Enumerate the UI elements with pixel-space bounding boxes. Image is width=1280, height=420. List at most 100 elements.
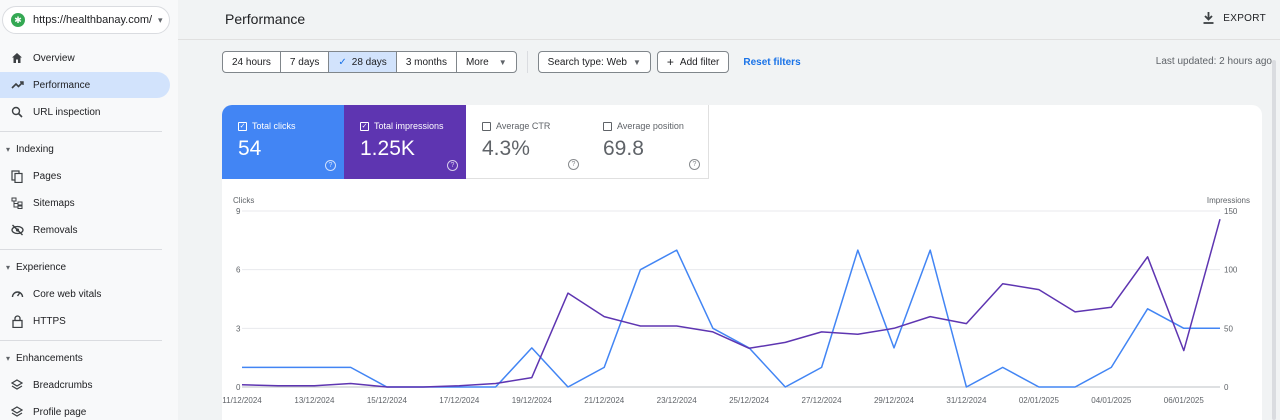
range-label: 3 months <box>405 56 447 68</box>
property-selector[interactable]: ✱ https://healthbanay.com/ ▾ <box>2 6 170 34</box>
layers-icon <box>10 378 24 392</box>
sidebar-item-profile-page[interactable]: Profile page <box>0 399 170 420</box>
gauge-icon <box>10 287 24 301</box>
range-label: 7 days <box>289 56 320 68</box>
help-icon[interactable]: ? <box>325 160 336 171</box>
home-icon <box>10 51 24 65</box>
check-icon: ✓ <box>338 56 347 68</box>
metric-average-ctr[interactable]: Average CTR 4.3% ? <box>466 105 588 179</box>
sidebar-item-https[interactable]: HTTPS <box>0 308 170 334</box>
x-tick-label: 19/12/2024 <box>512 396 553 405</box>
section-indexing[interactable]: ▾ Indexing <box>6 144 54 155</box>
sidebar-item-label: Sitemaps <box>33 197 75 209</box>
x-tick-label: 15/12/2024 <box>367 396 408 405</box>
add-filter-button[interactable]: + Add filter <box>656 51 730 73</box>
x-tick-label: 13/12/2024 <box>294 396 335 405</box>
lock-icon <box>10 314 24 328</box>
sidebar-item-url-inspection[interactable]: URL inspection <box>0 99 170 125</box>
section-label: Experience <box>16 262 67 273</box>
range-28-days[interactable]: ✓ 28 days <box>329 52 397 72</box>
x-tick-label: 02/01/2025 <box>1019 396 1060 405</box>
checkbox-checked-icon: ✓ <box>360 121 369 131</box>
sidebar-item-label: Performance <box>33 79 91 91</box>
expand-icon: ▾ <box>6 263 11 272</box>
sidebar-item-overview[interactable]: Overview <box>0 45 170 71</box>
x-tick-label: 06/01/2025 <box>1164 396 1205 405</box>
metric-value: 4.3% <box>482 137 530 160</box>
checkbox-checked-icon: ✓ <box>238 121 247 131</box>
sidebar-item-sitemaps[interactable]: Sitemaps <box>0 190 170 216</box>
expand-icon: ▾ <box>6 354 11 363</box>
metric-total-clicks[interactable]: ✓ Total clicks 54 ? <box>222 105 344 179</box>
checkbox-unchecked-icon <box>482 121 491 131</box>
metric-total-impressions[interactable]: ✓ Total impressions 1.25K ? <box>344 105 466 179</box>
left-tick-label: 9 <box>236 207 241 216</box>
sidebar-item-core-web-vitals[interactable]: Core web vitals <box>0 281 170 307</box>
sidebar-item-breadcrumbs[interactable]: Breadcrumbs <box>0 372 170 398</box>
add-filter-label: Add filter <box>679 56 720 68</box>
sidebar-item-label: URL inspection <box>33 106 101 118</box>
chevron-down-icon: ▾ <box>158 14 163 25</box>
search-icon <box>10 105 24 119</box>
dropdown-arrow-icon: ▼ <box>632 57 641 67</box>
section-experience[interactable]: ▾ Experience <box>6 262 66 273</box>
sidebar-item-label: Overview <box>33 52 75 64</box>
x-tick-label: 21/12/2024 <box>584 396 625 405</box>
x-tick-label: 29/12/2024 <box>874 396 915 405</box>
series-line-impressions <box>241 219 1221 388</box>
left-tick-label: 0 <box>236 383 241 392</box>
x-tick-label: 11/12/2024 <box>222 396 262 405</box>
series-line-clicks <box>242 249 1220 388</box>
plus-icon: + <box>666 55 674 69</box>
range-label: 28 days <box>351 56 387 68</box>
sitemap-icon <box>10 196 24 210</box>
sidebar: ✱ https://healthbanay.com/ ▾ Overview Pe… <box>0 0 178 420</box>
dropdown-arrow-icon: ▼ <box>498 57 507 67</box>
trending-up-icon <box>10 78 24 92</box>
download-icon <box>1203 12 1214 24</box>
sidebar-divider <box>0 340 162 341</box>
last-updated: Last updated: 2 hours ago <box>1155 56 1272 67</box>
range-3-months[interactable]: 3 months <box>397 52 457 72</box>
range-24-hours[interactable]: 24 hours <box>223 52 281 72</box>
x-tick-label: 04/01/2025 <box>1091 396 1132 405</box>
reset-filters-link[interactable]: Reset filters <box>743 56 801 68</box>
performance-card: ✓ Total clicks 54 ? ✓ Total impressions 1.… <box>222 105 1262 420</box>
sidebar-item-label: Removals <box>33 224 78 236</box>
toolbar-separator <box>526 51 528 73</box>
range-more[interactable]: More ▼ <box>457 52 516 72</box>
layers-icon <box>10 405 24 419</box>
sidebar-item-performance[interactable]: Performance <box>0 72 170 98</box>
section-enhancements[interactable]: ▾ Enhancements <box>6 353 83 364</box>
range-7-days[interactable]: 7 days <box>281 52 330 72</box>
filter-toolbar: 24 hours 7 days ✓ 28 days 3 months More ▼ … <box>222 51 801 73</box>
help-icon[interactable]: ? <box>447 160 458 171</box>
sidebar-item-removals[interactable]: Removals <box>0 217 170 243</box>
right-axis-title: Impressions <box>1207 196 1250 205</box>
sidebar-divider <box>0 249 162 250</box>
sidebar-item-label: HTTPS <box>33 315 66 327</box>
help-icon[interactable]: ? <box>568 159 579 170</box>
pages-icon <box>10 169 24 183</box>
performance-chart[interactable]: Clicks Impressions 0 3 6 9 0 50 100 150 11/12/2024… <box>222 189 1262 419</box>
site-logo-icon: ✱ <box>11 13 25 27</box>
left-tick-label: 6 <box>236 266 241 275</box>
sidebar-item-pages[interactable]: Pages <box>0 163 170 189</box>
section-label: Indexing <box>16 144 54 155</box>
metric-average-position[interactable]: Average position 69.8 ? <box>587 105 709 179</box>
left-axis-title: Clicks <box>233 196 254 205</box>
section-label: Enhancements <box>16 353 83 364</box>
sidebar-item-label: Pages <box>33 170 62 182</box>
header: Performance EXPORT <box>178 0 1280 40</box>
page-title: Performance <box>225 11 306 27</box>
metric-value: 54 <box>238 137 262 160</box>
right-tick-label: 50 <box>1224 324 1233 333</box>
left-tick-label: 3 <box>236 324 241 333</box>
export-button[interactable]: EXPORT <box>1202 11 1266 25</box>
expand-icon: ▾ <box>6 145 11 154</box>
sidebar-item-label: Breadcrumbs <box>33 379 93 391</box>
scrollbar[interactable] <box>1272 60 1276 420</box>
search-type-dropdown[interactable]: Search type: Web ▼ <box>537 51 651 73</box>
x-tick-label: 25/12/2024 <box>729 396 770 405</box>
help-icon[interactable]: ? <box>689 159 700 170</box>
